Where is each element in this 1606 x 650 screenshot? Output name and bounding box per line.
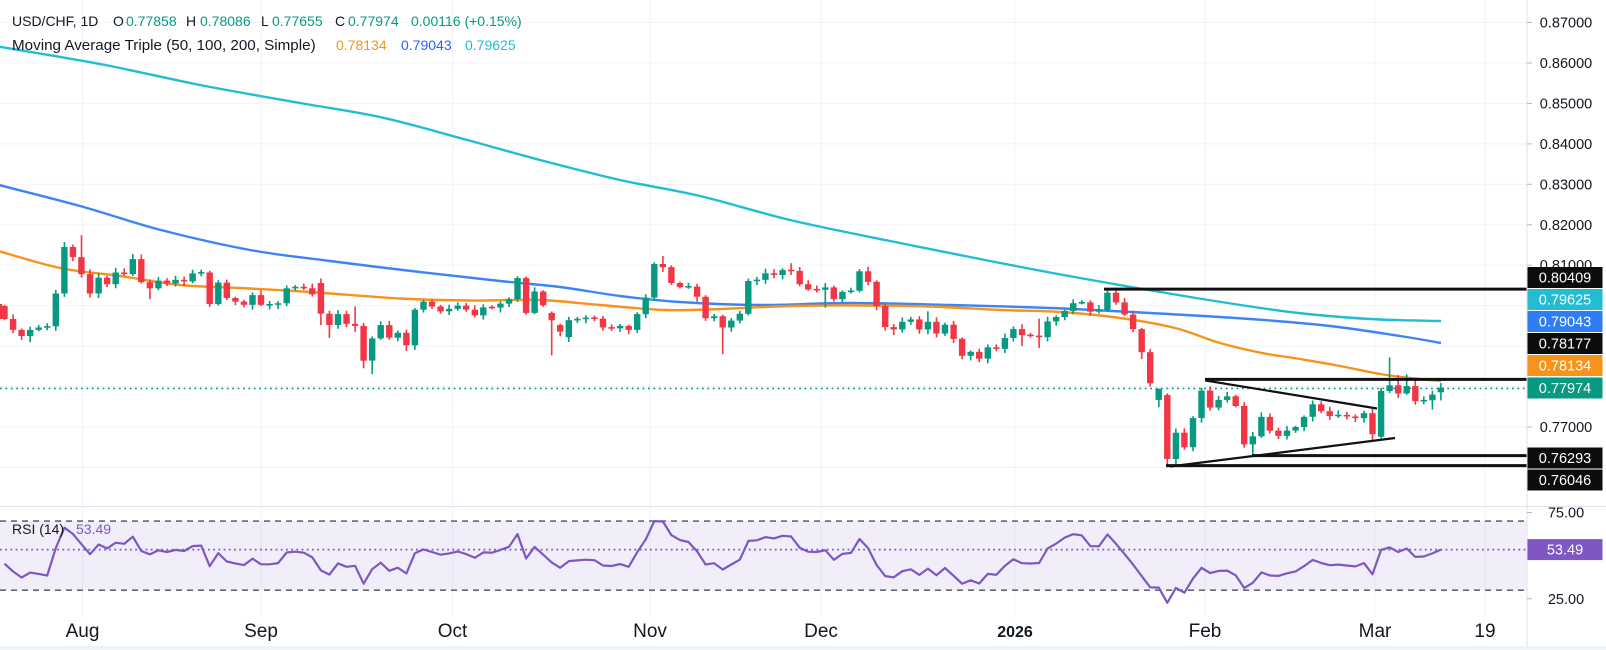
svg-text:53.49: 53.49: [1547, 543, 1583, 559]
svg-text:0.79043: 0.79043: [401, 37, 452, 53]
svg-text:0.85000: 0.85000: [1540, 96, 1592, 112]
svg-text:Dec: Dec: [804, 621, 838, 642]
svg-text:0.77858: 0.77858: [126, 13, 177, 29]
svg-text:C: C: [335, 13, 345, 29]
svg-text:0.77974: 0.77974: [1539, 381, 1591, 397]
svg-text:H: H: [186, 13, 196, 29]
svg-text:L: L: [261, 13, 269, 29]
svg-text:O: O: [113, 13, 124, 29]
svg-text:0.76293: 0.76293: [1539, 451, 1591, 467]
svg-text:RSI (14): RSI (14): [12, 521, 64, 537]
svg-text:0.79043: 0.79043: [1539, 315, 1591, 331]
svg-text:Sep: Sep: [244, 621, 278, 642]
svg-text:0.84000: 0.84000: [1540, 137, 1592, 153]
svg-text:0.79625: 0.79625: [465, 37, 516, 53]
svg-text:0.82000: 0.82000: [1540, 218, 1592, 234]
svg-text:75.00: 75.00: [1548, 506, 1584, 522]
svg-text:Oct: Oct: [438, 621, 468, 642]
svg-text:Moving Average Triple (50, 100: Moving Average Triple (50, 100, 200, Sim…: [12, 37, 316, 54]
svg-text:0.86000: 0.86000: [1540, 56, 1592, 72]
svg-text:Aug: Aug: [66, 621, 100, 642]
svg-text:0.80409: 0.80409: [1539, 271, 1591, 287]
svg-text:0.78134: 0.78134: [336, 37, 387, 53]
svg-text:53.49: 53.49: [76, 521, 111, 537]
svg-text:Mar: Mar: [1359, 621, 1392, 642]
svg-text:0.78177: 0.78177: [1539, 337, 1591, 353]
svg-text:0.83000: 0.83000: [1540, 177, 1592, 193]
svg-text:0.77974: 0.77974: [348, 13, 399, 29]
svg-text:0.00116 (+0.15%): 0.00116 (+0.15%): [411, 13, 522, 29]
svg-text:0.76046: 0.76046: [1539, 473, 1591, 489]
svg-text:USD/CHF, 1D: USD/CHF, 1D: [12, 13, 98, 29]
svg-text:0.79625: 0.79625: [1539, 293, 1591, 309]
svg-text:0.78134: 0.78134: [1539, 359, 1591, 375]
svg-text:Nov: Nov: [633, 621, 667, 642]
svg-text:0.77655: 0.77655: [272, 13, 323, 29]
svg-text:0.87000: 0.87000: [1540, 16, 1592, 32]
svg-text:25.00: 25.00: [1548, 592, 1584, 608]
svg-text:Feb: Feb: [1189, 621, 1222, 642]
svg-text:0.78086: 0.78086: [200, 13, 251, 29]
svg-text:0.77000: 0.77000: [1540, 420, 1592, 436]
svg-text:19: 19: [1474, 621, 1495, 642]
svg-text:2026: 2026: [997, 624, 1033, 641]
